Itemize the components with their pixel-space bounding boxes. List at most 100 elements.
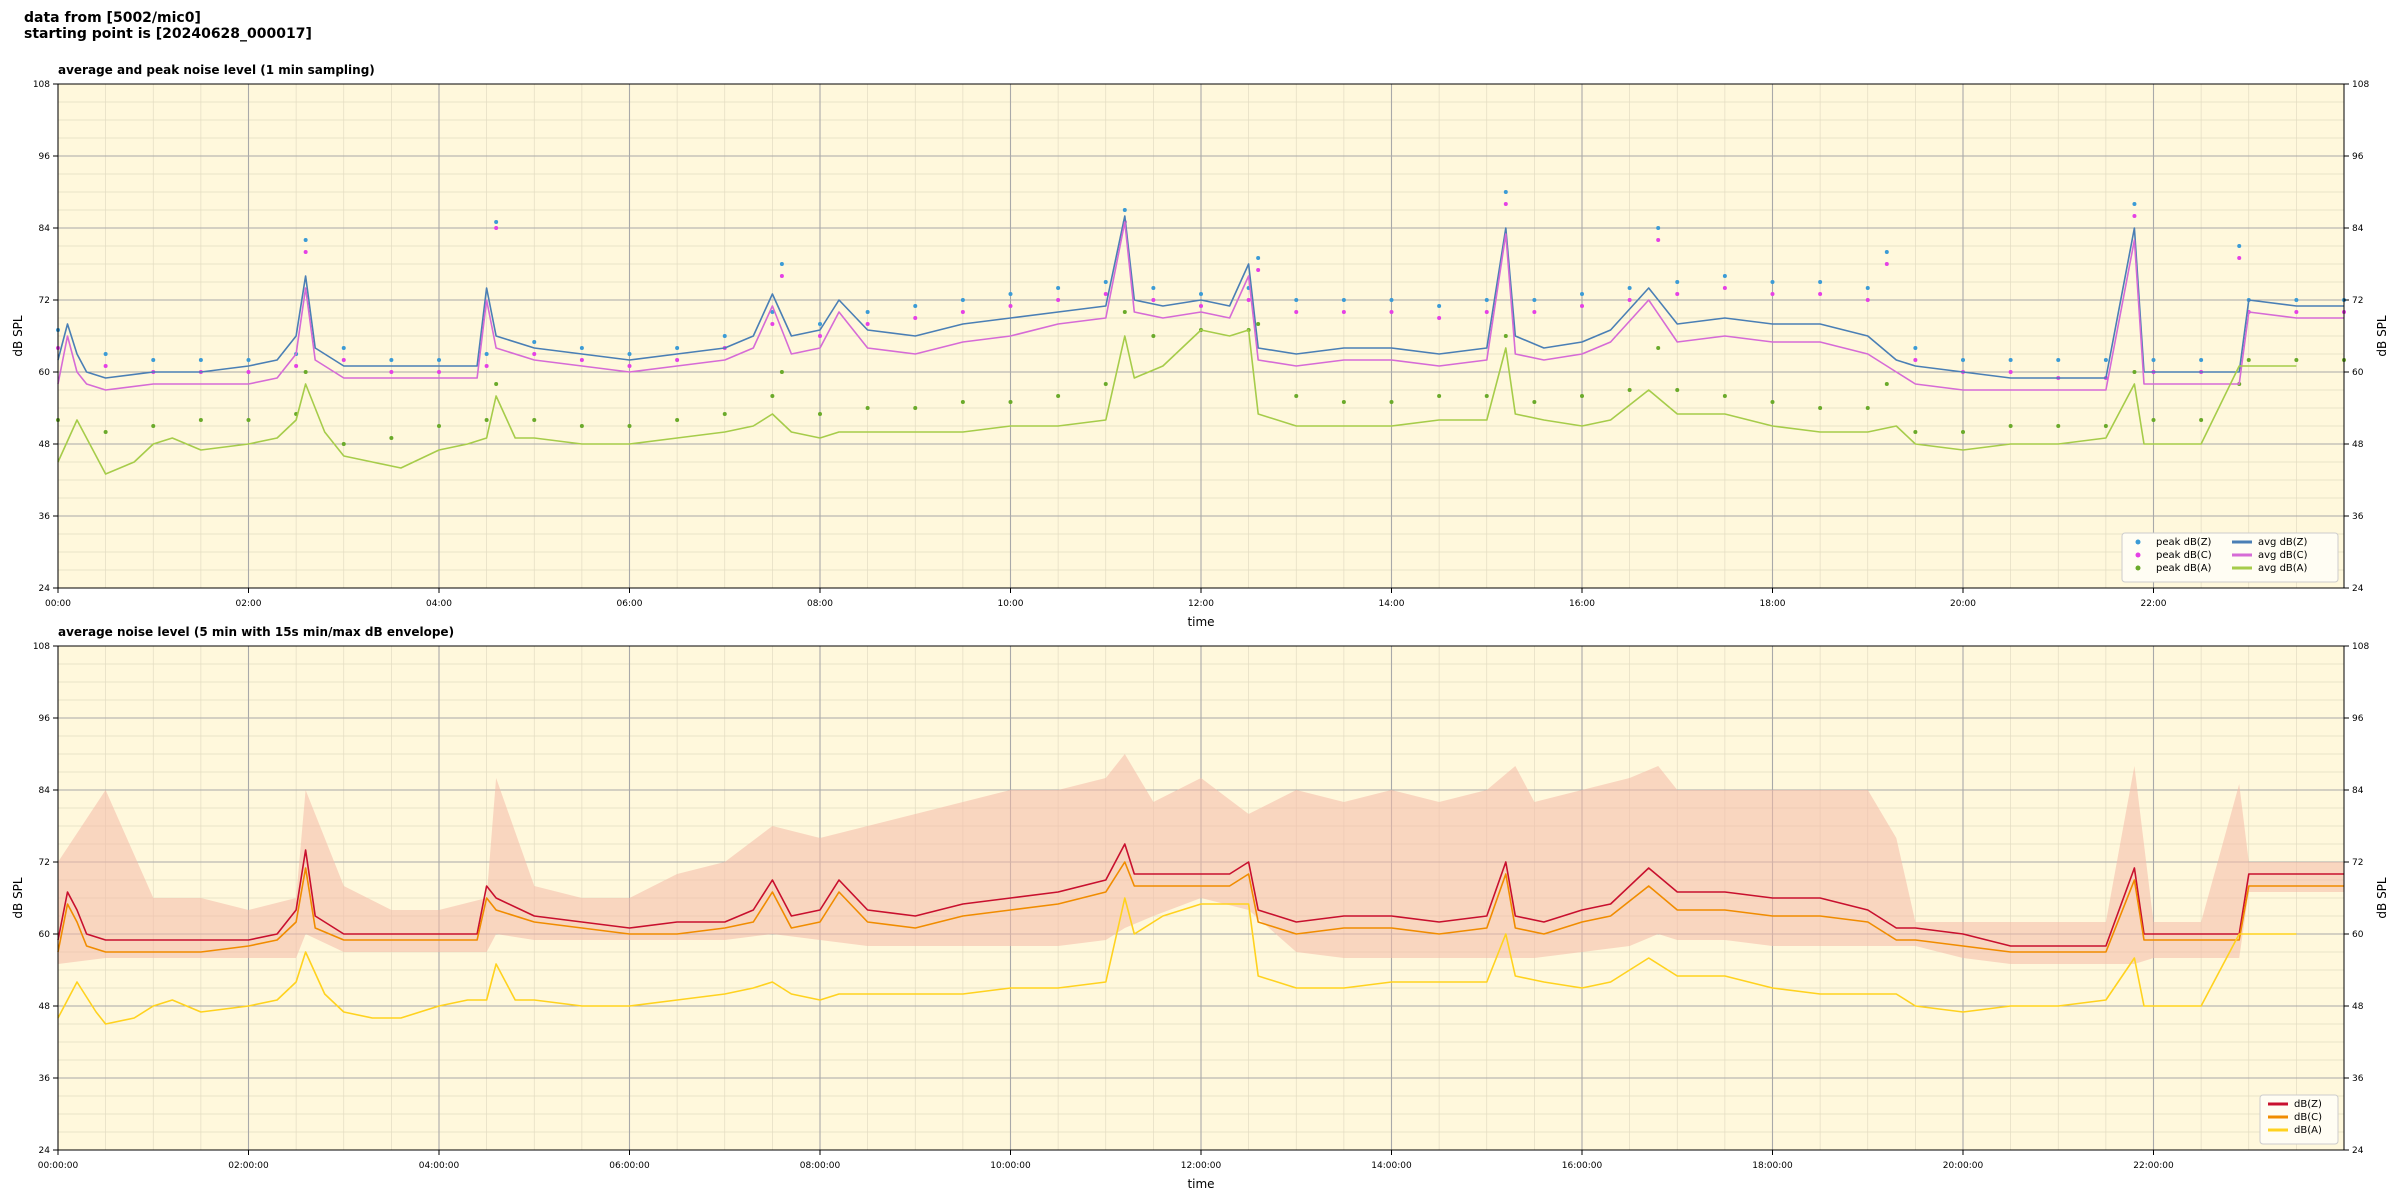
data-point bbox=[2008, 358, 2013, 362]
y-tick-label: 84 bbox=[39, 786, 51, 796]
data-point bbox=[246, 358, 251, 362]
data-point bbox=[1770, 400, 1775, 404]
legend-item-avg-db-a: avg dB(A) bbox=[2232, 563, 2308, 574]
y-tick-label: 24 bbox=[39, 584, 51, 594]
data-point bbox=[722, 412, 727, 416]
data-point bbox=[2008, 370, 2013, 374]
y-tick-label: 96 bbox=[2352, 152, 2364, 162]
legend-item-avg-db-z: avg dB(Z) bbox=[2232, 537, 2308, 548]
data-point bbox=[818, 334, 822, 338]
data-point bbox=[1770, 292, 1775, 296]
data-point bbox=[1884, 382, 1889, 386]
data-point bbox=[2103, 424, 2108, 428]
data-point bbox=[675, 418, 680, 422]
data-point bbox=[1580, 394, 1584, 398]
x-tick-label: 20:00 bbox=[1950, 599, 1976, 609]
y-tick-label: 72 bbox=[39, 296, 50, 306]
legend-label: avg dB(C) bbox=[2258, 550, 2308, 561]
x-tick-label: 06:00:00 bbox=[609, 1161, 650, 1171]
legend-label: dB(C) bbox=[2294, 1112, 2322, 1123]
y-tick-label: 48 bbox=[2352, 440, 2364, 450]
data-point bbox=[1503, 334, 1508, 338]
y-tick-label: 60 bbox=[39, 368, 51, 378]
series-line bbox=[57, 861, 2344, 953]
data-point bbox=[1389, 310, 1394, 314]
data-point bbox=[627, 424, 632, 428]
data-point bbox=[2132, 370, 2137, 374]
data-point bbox=[1341, 400, 1346, 404]
x-tick-label: 10:00 bbox=[998, 599, 1024, 609]
legend-item-db-z: dB(Z) bbox=[2268, 1099, 2322, 1110]
data-point bbox=[484, 352, 489, 356]
y-tick-label: 108 bbox=[2352, 80, 2369, 90]
data-point bbox=[1627, 298, 1632, 302]
data-point bbox=[1627, 388, 1632, 392]
data-point bbox=[1056, 298, 1061, 302]
y-tick-label: 96 bbox=[39, 152, 51, 162]
y-tick-label: 108 bbox=[33, 642, 50, 652]
data-point bbox=[2103, 358, 2108, 362]
data-point bbox=[2132, 214, 2137, 218]
legend-label: avg dB(A) bbox=[2258, 563, 2308, 574]
data-point bbox=[341, 442, 346, 446]
data-point bbox=[1961, 358, 1965, 362]
data-point bbox=[960, 310, 965, 314]
legend-marker bbox=[2135, 565, 2141, 571]
data-point bbox=[303, 250, 308, 254]
legend-marker bbox=[2135, 539, 2141, 545]
data-point bbox=[1580, 292, 1584, 296]
x-tick-label: 18:00 bbox=[1760, 599, 1786, 609]
series-line bbox=[57, 215, 2344, 379]
x-tick-label: 00:00 bbox=[45, 599, 71, 609]
data-point bbox=[1961, 430, 1965, 434]
data-point bbox=[1256, 256, 1261, 260]
data-point bbox=[818, 412, 822, 416]
y-tick-label: 108 bbox=[2352, 642, 2369, 652]
data-point bbox=[341, 358, 346, 362]
data-point bbox=[389, 358, 394, 362]
x-tick-label: 02:00:00 bbox=[228, 1161, 269, 1171]
x-tick-label: 20:00:00 bbox=[1943, 1161, 1984, 1171]
x-axis-label: time bbox=[1187, 615, 1214, 629]
data-point bbox=[2056, 358, 2061, 362]
data-point bbox=[303, 370, 308, 374]
data-point bbox=[151, 424, 156, 428]
data-point bbox=[1151, 298, 1156, 302]
data-point bbox=[484, 364, 489, 368]
data-point bbox=[484, 418, 489, 422]
y-tick-label: 24 bbox=[39, 1146, 51, 1156]
data-point bbox=[1865, 406, 1870, 410]
data-point bbox=[437, 370, 441, 374]
data-point bbox=[1256, 268, 1261, 272]
x-axis-label: time bbox=[1187, 1177, 1214, 1191]
data-point bbox=[532, 352, 537, 356]
y-axis-label: dB SPL bbox=[11, 877, 25, 919]
data-point bbox=[1913, 346, 1918, 350]
series-avg-db-a bbox=[57, 329, 2297, 475]
chart-title: average and peak noise level (1 min samp… bbox=[58, 63, 375, 77]
data-point bbox=[1532, 298, 1537, 302]
data-point bbox=[103, 430, 108, 434]
legend-item-avg-db-c: avg dB(C) bbox=[2232, 550, 2308, 561]
data-point bbox=[722, 334, 727, 338]
y-tick-label: 48 bbox=[39, 440, 51, 450]
data-point bbox=[1151, 334, 1156, 338]
data-point bbox=[1675, 280, 1680, 284]
data-point bbox=[1913, 430, 1918, 434]
y-tick-label: 84 bbox=[2352, 224, 2364, 234]
data-point bbox=[2151, 418, 2156, 422]
y-tick-label: 36 bbox=[2352, 1074, 2364, 1084]
legend-label: dB(A) bbox=[2294, 1125, 2322, 1136]
y-tick-label: 36 bbox=[39, 512, 51, 522]
data-point bbox=[865, 322, 870, 326]
data-point bbox=[2199, 418, 2204, 422]
data-point bbox=[1818, 406, 1823, 410]
y-tick-label: 36 bbox=[39, 1074, 51, 1084]
series-avg-db-z bbox=[57, 215, 2344, 379]
y-tick-label: 96 bbox=[2352, 714, 2364, 724]
series-db-c bbox=[57, 861, 2344, 953]
legend-label: peak dB(C) bbox=[2156, 550, 2212, 561]
data-point bbox=[627, 364, 632, 368]
x-tick-label: 14:00:00 bbox=[1371, 1161, 1412, 1171]
data-point bbox=[532, 340, 537, 344]
